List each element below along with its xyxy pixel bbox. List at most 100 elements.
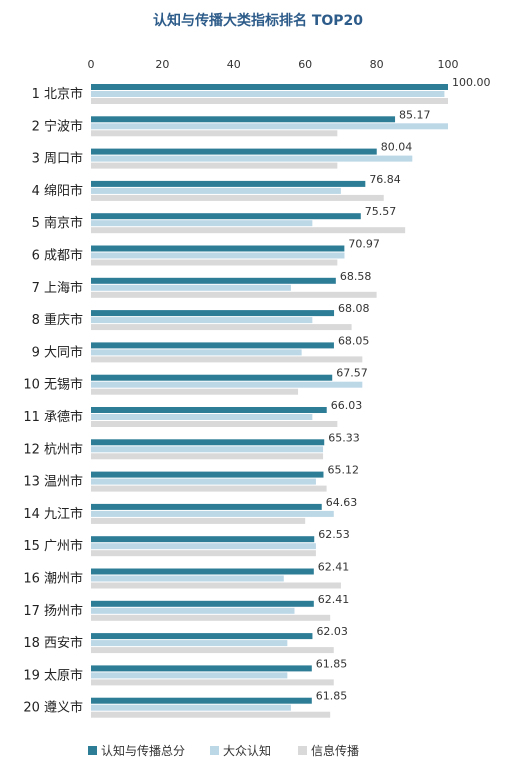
bar-total bbox=[91, 277, 336, 284]
bar-public-awareness bbox=[91, 575, 284, 582]
category-label: 16 潮州市 bbox=[23, 571, 83, 587]
bar-information-spread bbox=[91, 388, 299, 395]
category-row: 15 广州市 62.53 bbox=[23, 528, 350, 557]
category-row: 10 无锡市 67.57 bbox=[23, 367, 368, 395]
data-label: 65.12 bbox=[327, 464, 359, 477]
bar-total bbox=[91, 116, 396, 123]
category-row: 1 北京市 100.00 bbox=[32, 76, 491, 104]
bar-total bbox=[91, 148, 377, 155]
bar-public-awareness bbox=[91, 284, 291, 291]
data-label: 68.08 bbox=[338, 302, 370, 315]
bar-total bbox=[91, 471, 324, 478]
category-label: 8 重庆市 bbox=[32, 312, 83, 328]
bar-total bbox=[91, 536, 315, 543]
category-row: 3 周口市 80.04 bbox=[32, 141, 413, 169]
legend-item: 信息传播 bbox=[298, 743, 359, 758]
bar-public-awareness bbox=[91, 640, 288, 647]
bar-information-spread bbox=[91, 356, 363, 363]
bar-information-spread bbox=[91, 485, 327, 492]
bar-total bbox=[91, 407, 327, 413]
bar-information-spread bbox=[91, 453, 324, 460]
data-label: 68.05 bbox=[338, 334, 370, 347]
data-label: 61.85 bbox=[316, 690, 348, 703]
category-row: 9 大同市 68.05 bbox=[32, 334, 370, 363]
bar-total bbox=[91, 342, 334, 349]
category-label: 13 温州市 bbox=[23, 474, 83, 490]
bar-information-spread bbox=[91, 550, 316, 557]
category-row: 7 上海市 68.58 bbox=[32, 270, 377, 298]
legend-swatch bbox=[298, 746, 307, 755]
bar-public-awareness bbox=[91, 349, 302, 356]
x-axis: 0 20 40 60 80 100 bbox=[88, 58, 459, 71]
data-label: 64.63 bbox=[326, 496, 358, 509]
bar-information-spread bbox=[91, 162, 338, 169]
bar-total bbox=[91, 213, 361, 220]
data-label: 62.41 bbox=[318, 593, 350, 606]
bar-public-awareness bbox=[91, 478, 316, 485]
data-label: 62.41 bbox=[318, 561, 350, 574]
bar-total bbox=[91, 600, 314, 607]
bar-total bbox=[91, 697, 312, 704]
bar-information-spread bbox=[91, 517, 306, 524]
bar-total bbox=[91, 84, 448, 90]
bar-public-awareness bbox=[91, 155, 413, 162]
legend-item: 大众认知 bbox=[210, 744, 271, 758]
bar-total bbox=[91, 665, 312, 672]
bar-total bbox=[91, 180, 366, 187]
category-row: 5 南京市 75.57 bbox=[32, 205, 406, 234]
bar-public-awareness bbox=[91, 704, 291, 711]
category-label: 3 周口市 bbox=[32, 151, 83, 167]
category-row: 11 承德市 66.03 bbox=[23, 399, 362, 427]
bar-public-awareness bbox=[91, 317, 313, 324]
category-label: 2 宁波市 bbox=[32, 118, 83, 134]
category-row: 4 绵阳市 76.84 bbox=[32, 173, 401, 201]
bar-information-spread bbox=[91, 679, 334, 686]
x-tick-label: 60 bbox=[298, 58, 312, 71]
category-row: 2 宁波市 85.17 bbox=[32, 108, 448, 137]
bar-information-spread bbox=[91, 227, 406, 234]
bar-public-awareness bbox=[91, 446, 324, 453]
legend: 认知与传播总分 大众认知 信息传播 bbox=[88, 743, 359, 758]
data-label: 70.97 bbox=[348, 238, 380, 251]
bar-public-awareness bbox=[91, 510, 334, 517]
legend-label: 大众认知 bbox=[223, 744, 271, 758]
bar-public-awareness bbox=[91, 220, 313, 227]
category-label: 11 承德市 bbox=[23, 409, 83, 425]
bar-public-awareness bbox=[91, 414, 313, 420]
category-label: 1 北京市 bbox=[32, 86, 83, 102]
bar-total bbox=[91, 439, 325, 446]
category-label: 19 太原市 bbox=[23, 667, 83, 683]
legend-swatch bbox=[88, 746, 97, 755]
category-label: 5 南京市 bbox=[32, 215, 83, 231]
data-label: 67.57 bbox=[336, 367, 368, 380]
bar-information-spread bbox=[91, 647, 334, 654]
category-label: 20 遵义市 bbox=[23, 700, 83, 716]
data-label: 76.84 bbox=[369, 173, 401, 186]
category-label: 4 绵阳市 bbox=[32, 183, 83, 199]
category-label: 7 上海市 bbox=[32, 280, 83, 296]
category-label: 14 九江市 bbox=[23, 506, 83, 522]
bar-total bbox=[91, 310, 335, 317]
bar-information-spread bbox=[91, 291, 377, 298]
category-row: 13 温州市 65.12 bbox=[23, 464, 359, 492]
data-label: 80.04 bbox=[381, 141, 413, 154]
category-row: 20 遵义市 61.85 bbox=[23, 690, 347, 718]
category-row: 18 西安市 62.03 bbox=[23, 625, 348, 654]
plot-area: 1 北京市 100.00 2 宁波市 85.17 3 周口市 80.04 4 绵阳市 76.8… bbox=[23, 76, 491, 718]
bar-information-spread bbox=[91, 259, 338, 266]
bar-information-spread bbox=[91, 98, 448, 104]
bar-public-awareness bbox=[91, 252, 345, 259]
bar-total bbox=[91, 503, 322, 510]
chart-title: 认知与传播大类指标排名 TOP20 bbox=[153, 12, 363, 29]
category-label: 10 无锡市 bbox=[23, 377, 83, 393]
category-label: 15 广州市 bbox=[23, 538, 83, 554]
x-tick-label: 40 bbox=[227, 58, 241, 71]
legend-label: 认知与传播总分 bbox=[101, 743, 185, 758]
category-row: 8 重庆市 68.08 bbox=[32, 302, 370, 331]
category-row: 16 潮州市 62.41 bbox=[23, 561, 349, 589]
x-tick-label: 80 bbox=[370, 58, 384, 71]
x-tick-label: 0 bbox=[88, 58, 95, 71]
bar-information-spread bbox=[91, 194, 384, 201]
bar-public-awareness bbox=[91, 607, 295, 614]
